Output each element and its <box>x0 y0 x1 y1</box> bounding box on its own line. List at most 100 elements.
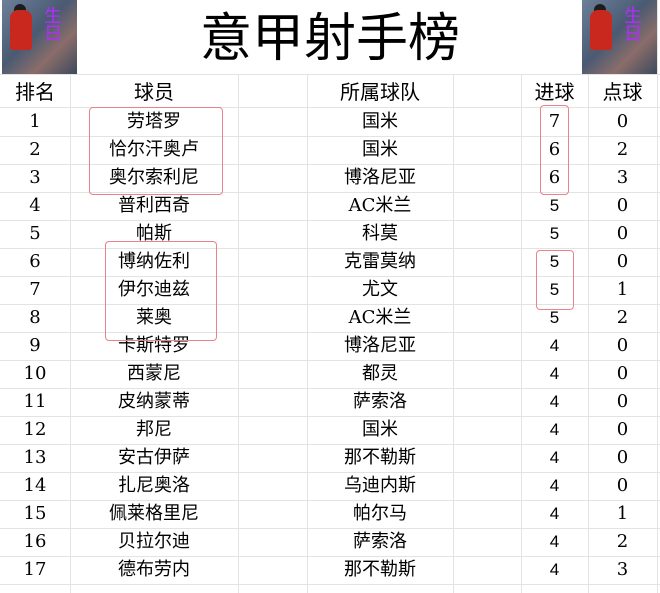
highlight-players-top3 <box>89 107 223 195</box>
cell-rank: 4 <box>29 195 41 216</box>
cell-penalties: 0 <box>616 391 629 412</box>
cell-goals: 5 <box>549 196 560 215</box>
cell-goals: 7 <box>548 111 561 132</box>
column-divider <box>588 0 589 593</box>
cell-team: 那不勒斯 <box>344 447 416 468</box>
cell-player: 奥尔索利尼 <box>109 167 199 188</box>
cell-penalties: 1 <box>616 279 629 300</box>
cell-team: 国米 <box>362 111 398 132</box>
cell-team: 萨索洛 <box>353 531 407 552</box>
cell-rank: 9 <box>29 335 41 356</box>
row-divider <box>0 164 660 165</box>
cell-team: 克雷莫纳 <box>344 251 416 272</box>
cell-team: AC米兰 <box>348 195 412 216</box>
cell-penalties: 0 <box>616 335 629 356</box>
cell-penalties: 2 <box>616 139 629 160</box>
cell-goals: 4 <box>549 476 560 495</box>
cell-goals: 5 <box>549 252 560 271</box>
cell-team: 那不勒斯 <box>344 559 416 580</box>
row-divider <box>0 136 660 137</box>
row-divider <box>0 472 660 473</box>
cell-team: 都灵 <box>362 363 398 384</box>
row-divider <box>0 332 660 333</box>
cell-penalties: 0 <box>616 363 629 384</box>
cell-player: 佩莱格里尼 <box>109 503 199 524</box>
player-image-left: 生日 <box>2 0 77 74</box>
cell-team: 萨索洛 <box>353 391 407 412</box>
cell-goals: 4 <box>549 532 560 551</box>
cell-rank: 14 <box>23 475 47 496</box>
cell-player: 帕斯 <box>136 223 172 244</box>
cell-player: 扎尼奥洛 <box>118 475 190 496</box>
cell-player: 安古伊萨 <box>118 447 190 468</box>
cell-team: 博洛尼亚 <box>344 335 416 356</box>
cell-team: 科莫 <box>362 223 398 244</box>
cell-team: 博洛尼亚 <box>344 167 416 188</box>
header-player: 球员 <box>134 80 174 104</box>
cell-rank: 5 <box>29 223 41 244</box>
cell-goals: 4 <box>549 448 560 467</box>
cell-player: 伊尔迪兹 <box>118 279 190 300</box>
row-divider <box>0 416 660 417</box>
cell-penalties: 0 <box>616 251 629 272</box>
column-divider <box>657 0 658 593</box>
cell-player: 德布劳内 <box>118 559 190 580</box>
row-divider <box>0 388 660 389</box>
cell-rank: 17 <box>23 559 47 580</box>
header-team: 所属球队 <box>340 80 420 104</box>
header-rank: 排名 <box>15 80 55 104</box>
row-divider <box>0 500 660 501</box>
cell-goals: 4 <box>549 336 560 355</box>
cell-rank: 12 <box>23 419 47 440</box>
row-divider <box>0 528 660 529</box>
highlight-goals-top3 <box>540 105 569 195</box>
cell-rank: 8 <box>29 307 41 328</box>
highlight-players-6-8 <box>105 241 217 341</box>
page-title: 意甲射手榜 <box>80 0 580 74</box>
player-image-right: 生日 <box>582 0 657 74</box>
cell-goals: 4 <box>549 504 560 523</box>
column-divider <box>453 0 454 593</box>
cell-player: 劳塔罗 <box>127 111 181 132</box>
header-goals: 进球 <box>534 80 575 104</box>
cell-rank: 16 <box>23 531 47 552</box>
cell-rank: 15 <box>23 503 47 524</box>
cell-rank: 6 <box>29 251 41 272</box>
cell-team: AC米兰 <box>348 307 412 328</box>
cell-goals: 5 <box>549 224 560 243</box>
highlight-goals-6-7 <box>536 250 574 310</box>
row-divider <box>0 276 660 277</box>
cell-rank: 10 <box>23 363 47 384</box>
cell-team: 国米 <box>362 419 398 440</box>
cell-player: 恰尔汗奥卢 <box>109 139 199 160</box>
cell-rank: 3 <box>29 167 41 188</box>
cell-penalties: 0 <box>616 223 629 244</box>
cell-penalties: 0 <box>616 195 629 216</box>
cell-player: 皮纳蒙蒂 <box>118 391 190 412</box>
cell-penalties: 1 <box>616 503 629 524</box>
row-divider <box>0 248 660 249</box>
row-divider <box>0 304 660 305</box>
cell-team: 帕尔马 <box>353 503 407 524</box>
cell-goals: 5 <box>549 308 560 327</box>
row-divider <box>0 360 660 361</box>
cell-goals: 4 <box>549 392 560 411</box>
cell-team: 国米 <box>362 139 398 160</box>
cell-team: 乌迪内斯 <box>344 475 416 496</box>
cell-penalties: 0 <box>616 419 629 440</box>
row-divider <box>0 556 660 557</box>
cell-player: 莱奥 <box>136 307 172 328</box>
cell-goals: 5 <box>549 280 560 299</box>
row-divider <box>0 74 660 75</box>
cell-player: 贝拉尔迪 <box>118 531 190 552</box>
cell-rank: 1 <box>29 111 41 132</box>
cell-penalties: 0 <box>616 447 629 468</box>
row-divider <box>0 107 660 108</box>
row-divider <box>0 220 660 221</box>
cell-player: 西蒙尼 <box>127 363 181 384</box>
cell-goals: 4 <box>549 560 560 579</box>
cell-penalties: 2 <box>616 531 629 552</box>
cell-penalties: 0 <box>616 475 629 496</box>
header-penalties: 点球 <box>602 80 643 104</box>
